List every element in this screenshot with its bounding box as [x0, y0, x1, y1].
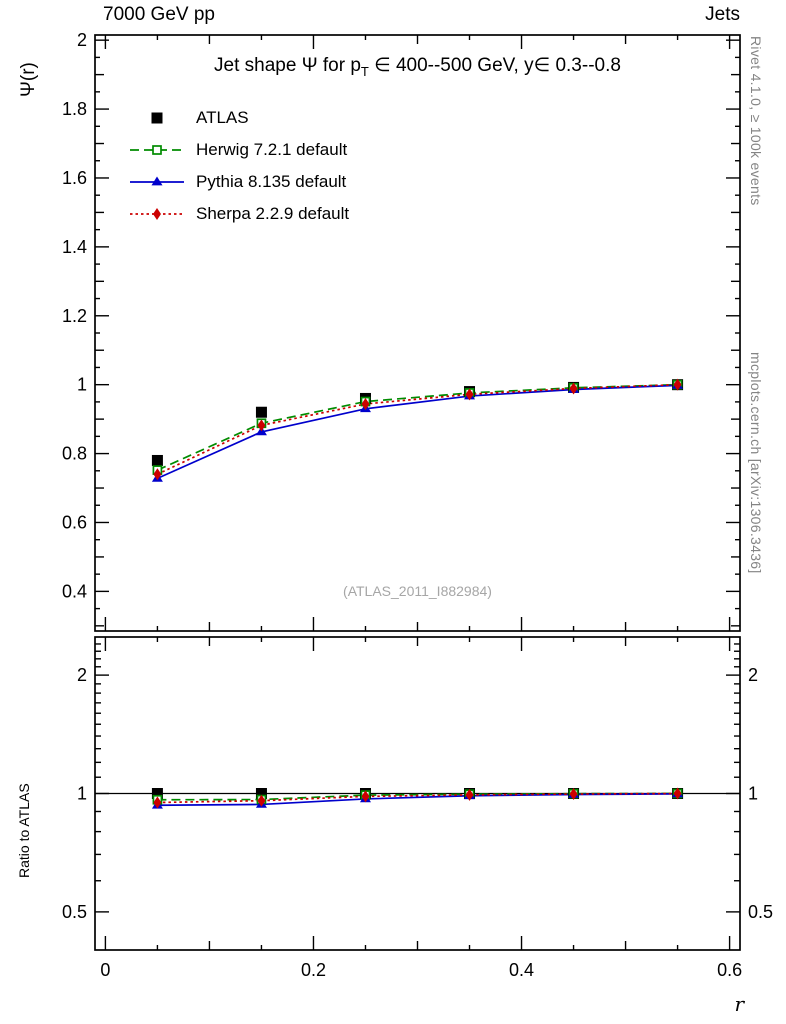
marker-filled-diamond [673, 787, 682, 800]
series-2-line-ratio [157, 792, 678, 807]
main-y-tick-label: 1.4 [62, 237, 87, 257]
main-y-tick-label: 0.6 [62, 512, 87, 532]
x-tick-label: 0.4 [509, 960, 534, 980]
ratio-y-tick-label-right: 2 [748, 665, 758, 685]
legend-label-sherpa: Sherpa 2.2.9 default [196, 204, 350, 223]
series-1-line-main [157, 383, 678, 471]
series-3-line-ratio [157, 792, 678, 804]
main-y-tick-label: 1.6 [62, 168, 87, 188]
series-2-line-main [157, 384, 678, 480]
header-beam-label: 7000 GeV pp [103, 4, 215, 25]
marker-filled-diamond [465, 788, 474, 801]
main-y-tick-label: 0.4 [62, 581, 87, 601]
rivet-version-label: Rivet 4.1.0, ≥ 100k events [748, 36, 764, 206]
marker-filled-square [151, 112, 163, 124]
herwig-line-marker-icon [130, 145, 184, 155]
marker-filled-square [151, 788, 163, 799]
header-topic-label: Jets [705, 4, 740, 25]
x-axis-label: r [734, 992, 744, 1016]
legend-label-herwig: Herwig 7.2.1 default [196, 140, 348, 159]
atlas-data-marker-icon [151, 112, 163, 124]
marker-filled-square [151, 454, 163, 466]
main-y-tick-label: 2 [77, 30, 87, 50]
main-y-axis-label: Ψ(r) [18, 62, 39, 97]
mcplots-arxiv-label: mcplots.cern.ch [arXiv:1306.3436] [748, 352, 764, 574]
marker-filled-diamond [153, 468, 162, 481]
marker-filled-diamond [153, 796, 162, 809]
pythia-line-marker-icon [130, 176, 184, 186]
marker-filled-diamond [569, 788, 578, 801]
legend-item-atlas: ATLAS [128, 102, 349, 134]
marker-filled-diamond [153, 208, 161, 220]
analysis-id-watermark: (ATLAS_2011_I882984) [343, 583, 492, 599]
x-tick-label: 0.2 [301, 960, 326, 980]
ratio-y-axis-label: Ratio to ATLAS [16, 783, 32, 878]
legend: ATLAS Herwig 7.2.1 default Pythia 8.135 … [128, 102, 349, 230]
main-y-tick-label: 1 [77, 375, 87, 395]
marker-open-square [152, 145, 162, 155]
series-1-line-ratio [157, 792, 678, 801]
marker-filled-diamond [673, 378, 682, 391]
ratio-y-tick-label-left: 0.5 [62, 902, 87, 922]
legend-item-sherpa: Sherpa 2.2.9 default [128, 198, 349, 230]
plot-title: Jet shape Ψ for pT ∈ 400--500 GeV, y∈ 0.… [95, 54, 740, 79]
legend-item-pythia: Pythia 8.135 default [128, 166, 349, 198]
legend-label-pythia: Pythia 8.135 default [196, 172, 347, 191]
ratio-y-tick-label-left: 1 [77, 784, 87, 804]
marker-filled-diamond [465, 388, 474, 401]
sherpa-line-marker-icon [130, 208, 184, 220]
marker-filled-diamond [569, 382, 578, 395]
plot-title-subscript: T [360, 63, 369, 79]
series-3-line-main [157, 383, 678, 476]
plot-title-post: ∈ 400--500 GeV, y∈ 0.3--0.8 [368, 55, 621, 76]
ratio-y-tick-label-right: 0.5 [748, 902, 773, 922]
marker-filled-square [255, 406, 267, 418]
main-y-tick-label: 0.8 [62, 444, 87, 464]
marker-filled-triangle [151, 176, 163, 186]
marker-filled-diamond [361, 790, 370, 803]
marker-filled-diamond [257, 794, 266, 807]
legend-item-herwig: Herwig 7.2.1 default [128, 134, 349, 166]
x-tick-label: 0.6 [717, 960, 742, 980]
x-tick-label: 0 [100, 960, 110, 980]
ratio-y-tick-label-right: 1 [748, 784, 758, 804]
main-y-tick-label: 1.8 [62, 99, 87, 119]
marker-filled-square [255, 788, 267, 799]
plot-title-pre: Jet shape Ψ for p [214, 55, 361, 76]
marker-filled-diamond [361, 397, 370, 410]
ratio-y-tick-label-left: 2 [77, 665, 87, 685]
legend-label-atlas: ATLAS [196, 108, 249, 127]
marker-filled-diamond [257, 419, 266, 432]
main-y-tick-label: 1.2 [62, 306, 87, 326]
